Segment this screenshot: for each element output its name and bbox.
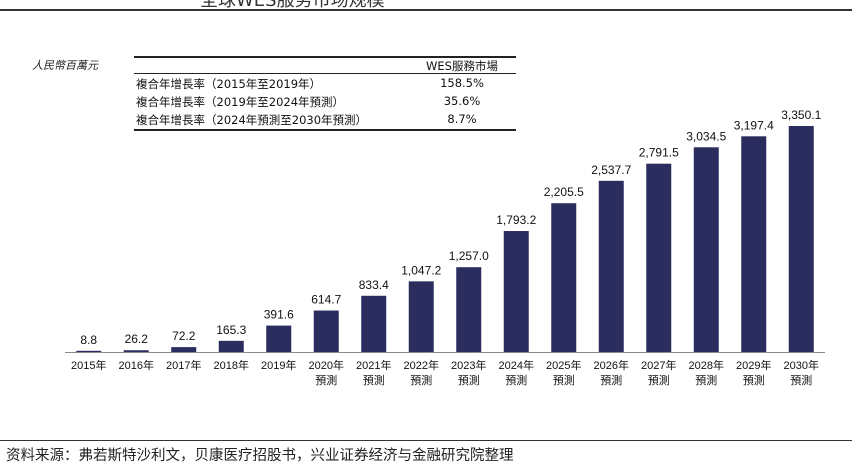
x-tick-label: 預測 [743,373,765,387]
table-row-label: 複合年增長率（2019年至2024年預測） [136,95,345,109]
x-tick-label: 2022年 [404,358,439,372]
x-tick-label: 2020年 [309,358,344,372]
table-row-value: 35.6% [443,94,481,108]
x-tick-label: 預測 [695,373,717,387]
x-tick-label: 2015年 [71,358,106,372]
bar-value-label: 391.6 [264,308,294,322]
bar-value-label: 3,350.1 [781,108,821,122]
x-tick-label: 預測 [600,373,622,387]
bar [598,180,624,352]
table-row-value: 158.5% [440,76,484,90]
table-column-header: WES服務市場 [426,59,498,73]
bar-value-label: 2,537.7 [591,163,631,177]
bar [266,325,292,352]
x-tick-label: 2025年 [546,358,581,372]
x-tick-label: 2030年 [784,358,819,372]
x-tick-label: 預測 [458,373,480,387]
bar [693,147,719,352]
bar-value-label: 8.8 [80,333,97,347]
bar [218,340,244,352]
bar [646,163,672,352]
x-tick-label: 2017年 [166,358,201,372]
x-tick-label: 預測 [648,373,670,387]
bar-value-label: 614.7 [311,293,341,307]
table-row-label: 複合年增長率（2015年至2019年） [136,77,322,91]
table-row-label: 複合年增長率（2024年預測至2030年預測） [136,113,368,127]
bar [551,203,577,352]
bar-value-label: 1,793.2 [496,213,536,227]
bar [503,231,529,352]
x-tick-label: 預測 [505,373,527,387]
bar-value-label: 72.2 [172,329,196,343]
bar-value-label: 3,197.4 [734,118,774,132]
source-bar: 资料来源：弗若斯特沙利文，贝康医疗招股书，兴业证券经济与金融研究院整理 [0,440,852,464]
x-tick-label: 2019年 [261,358,296,372]
header-band: 全球WES服务市场规模 [0,0,852,12]
bar [76,350,102,352]
bar [313,310,339,352]
table-row: 複合年增長率（2019年至2024年預測） 35.6% [134,93,516,111]
bar-value-label: 2,791.5 [639,146,679,160]
bar [171,347,197,352]
table-rule-top [134,56,516,58]
bar [741,136,767,352]
source-note: 资料来源：弗若斯特沙利文，贝康医疗招股书，兴业证券经济与金融研究院整理 [6,448,514,464]
bar-value-label: 165.3 [216,323,246,337]
x-tick-label: 2024年 [499,358,534,372]
table-row-value: 8.7% [447,112,477,126]
table-rule-bottom [134,129,516,131]
bar [408,281,434,352]
table-row: 複合年增長率（2024年預測至2030年預測） 8.7% [134,111,516,129]
x-tick-label: 2027年 [641,358,676,372]
bar-value-label: 26.2 [125,332,149,346]
table-rule-mid [134,73,516,74]
bar-value-label: 3,034.5 [686,129,726,143]
bar-value-label: 833.4 [359,278,389,292]
bar [788,126,814,352]
unit-label: 人民幣百萬元 [32,59,98,72]
bar [123,350,149,352]
x-tick-label: 2021年 [356,358,391,372]
x-tick-label: 2016年 [119,358,154,372]
bar [361,295,387,352]
bar-chart: 8.8 2015年 26.2 2016年 72.2 2017年 165.3 2018年 391.… [65,108,825,387]
bar-value-label: 2,205.5 [544,185,584,199]
bar-value-label: 1,257.0 [449,249,489,263]
x-tick-label: 2026年 [594,358,629,372]
x-tick-label: 預測 [553,373,575,387]
x-tick-label: 2028年 [689,358,724,372]
x-tick-label: 預測 [315,373,337,387]
x-tick-label: 2023年 [451,358,486,372]
x-tick-label: 預測 [363,373,385,387]
header-rule [0,9,852,11]
x-tick-label: 2018年 [214,358,249,372]
header-fragment: 全球WES服务市场规模 [200,0,385,11]
table-row: 複合年增長率（2015年至2019年） 158.5% [134,75,516,93]
bar-value-label: 1,047.2 [401,263,441,277]
x-tick-label: 預測 [790,373,812,387]
x-tick-label: 預測 [410,373,432,387]
bar [456,267,482,352]
x-tick-label: 2029年 [736,358,771,372]
